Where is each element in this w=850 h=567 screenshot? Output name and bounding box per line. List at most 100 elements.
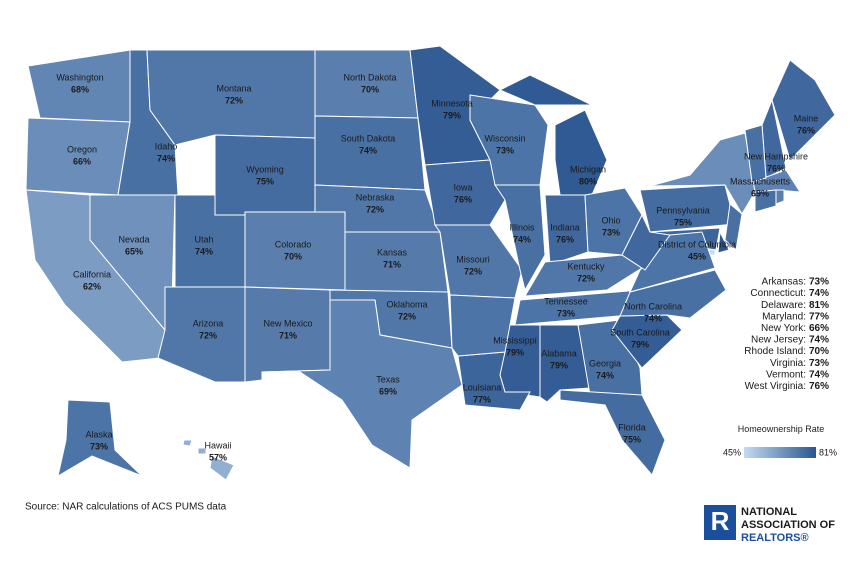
legend-tick-label: 45% bbox=[723, 447, 741, 457]
state bbox=[559, 389, 666, 476]
state bbox=[209, 455, 235, 481]
state-value: 73% bbox=[557, 308, 575, 318]
logo-mark: R bbox=[711, 506, 730, 536]
state-value: 73% bbox=[90, 441, 108, 451]
state-value: 45% bbox=[688, 251, 706, 261]
list-name: Virginia: bbox=[770, 358, 806, 369]
list-name: Maryland: bbox=[762, 311, 806, 322]
state-name: Alaska bbox=[85, 429, 112, 439]
list-name: Vermont: bbox=[766, 369, 806, 380]
state-value: 71% bbox=[279, 330, 297, 340]
list-name: New Jersey: bbox=[751, 335, 806, 346]
state-name: District of Columbia bbox=[658, 239, 736, 249]
state-value: 69% bbox=[379, 386, 397, 396]
source: Source: NAR calculations of ACS PUMS dat… bbox=[25, 502, 227, 513]
state bbox=[619, 269, 727, 319]
state-name: Georgia bbox=[589, 358, 621, 368]
state-value: 79% bbox=[550, 360, 568, 370]
state-name: California bbox=[73, 269, 111, 279]
logo-mark-box bbox=[704, 505, 736, 540]
list-name: West Virginia: bbox=[745, 381, 806, 392]
state-value: 66% bbox=[73, 156, 91, 166]
state-value: 68% bbox=[71, 84, 89, 94]
state-name: Nevada bbox=[118, 234, 149, 244]
list-name: Connecticut: bbox=[750, 288, 806, 299]
state-name: Arizona bbox=[193, 318, 224, 328]
state bbox=[771, 59, 836, 161]
state-value: 65% bbox=[125, 246, 143, 256]
state-value: 79% bbox=[631, 339, 649, 349]
list-value: 77% bbox=[809, 311, 829, 322]
legend-title: Homeownership Rate bbox=[737, 424, 825, 434]
state-name: Alabama bbox=[541, 348, 577, 358]
state-value: 80% bbox=[579, 176, 597, 186]
state-value: 76% bbox=[797, 125, 815, 135]
legend-bar bbox=[744, 447, 816, 458]
list-name: Rhode Island: bbox=[744, 346, 806, 357]
labels: Washington 68% Oregon 66% California 62% Nevad… bbox=[56, 72, 818, 462]
state-name: Tennessee bbox=[544, 296, 588, 306]
state-value: 70% bbox=[284, 251, 302, 261]
state-name: Mississippi bbox=[493, 335, 537, 345]
state-value: 57% bbox=[209, 452, 227, 462]
state-value: 72% bbox=[225, 95, 243, 105]
state-value: 72% bbox=[199, 330, 217, 340]
state bbox=[182, 439, 193, 447]
state-value: 71% bbox=[383, 259, 401, 269]
state bbox=[744, 124, 767, 183]
legend-tick-label: 81% bbox=[819, 447, 837, 457]
state-name: Montana bbox=[216, 83, 251, 93]
logo-line: ASSOCIATION OF bbox=[741, 519, 835, 531]
state-name: Utah bbox=[194, 234, 213, 244]
state bbox=[724, 203, 743, 251]
state-name: Nebraska bbox=[356, 192, 395, 202]
state-value: 76% bbox=[454, 194, 472, 204]
state-name: Pennsylvania bbox=[656, 205, 710, 215]
state-value: 75% bbox=[623, 434, 641, 444]
state-value: 72% bbox=[464, 266, 482, 276]
state-name: North Dakota bbox=[343, 72, 396, 82]
state-name: Massachusetts bbox=[730, 176, 791, 186]
state-name: Wisconsin bbox=[484, 133, 525, 143]
state-value: 70% bbox=[361, 84, 379, 94]
state-name: Oklahoma bbox=[386, 299, 427, 309]
state-value: 73% bbox=[602, 227, 620, 237]
state-name: Colorado bbox=[275, 239, 312, 249]
state-value: 72% bbox=[577, 273, 595, 283]
state-name: Ohio bbox=[601, 215, 620, 225]
list-value: 73% bbox=[809, 277, 829, 288]
state bbox=[214, 134, 316, 216]
state-name: Hawaii bbox=[204, 440, 231, 450]
state-value: 77% bbox=[473, 394, 491, 404]
state-name: Idaho bbox=[155, 141, 178, 151]
state bbox=[754, 189, 777, 213]
state-value: 69% bbox=[751, 188, 769, 198]
state bbox=[57, 399, 143, 478]
state bbox=[775, 189, 785, 205]
state-value: 72% bbox=[398, 311, 416, 321]
state-value: 62% bbox=[83, 281, 101, 291]
state-name: New Mexico bbox=[263, 318, 312, 328]
state bbox=[498, 74, 593, 106]
state-value: 75% bbox=[674, 217, 692, 227]
state-name: Wyoming bbox=[246, 164, 283, 174]
list-value: 76% bbox=[809, 381, 829, 392]
state-name: Washington bbox=[56, 72, 103, 82]
state-value: 74% bbox=[195, 246, 213, 256]
state-name: Michigan bbox=[570, 164, 606, 174]
state-value: 74% bbox=[157, 153, 175, 163]
state-value: 74% bbox=[359, 145, 377, 155]
list-value: 70% bbox=[809, 346, 829, 357]
state bbox=[524, 254, 643, 297]
list-name: New York: bbox=[761, 323, 806, 334]
state bbox=[261, 299, 463, 469]
list-name: Arkansas: bbox=[762, 277, 806, 288]
state-name: Louisiana bbox=[463, 382, 502, 392]
state-value: 75% bbox=[256, 176, 274, 186]
state bbox=[449, 294, 516, 357]
state-name: Illinois bbox=[509, 222, 535, 232]
state bbox=[457, 351, 531, 411]
state-name: New Hampshire bbox=[744, 151, 808, 161]
